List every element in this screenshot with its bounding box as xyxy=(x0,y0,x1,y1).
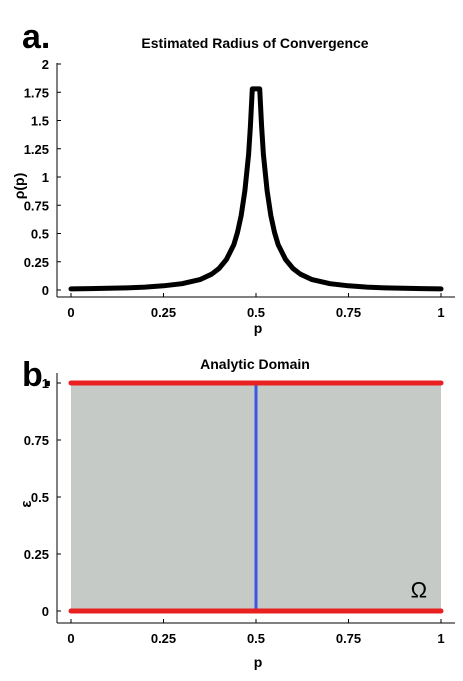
panel-a-x-ticks: 0 0.25 0.5 0.75 1 xyxy=(67,293,445,320)
x-tick-label: 0.75 xyxy=(336,305,361,320)
y-tick-label: 0.5 xyxy=(31,490,49,505)
panel-a-x-axis-label: p xyxy=(254,320,263,336)
panel-a-label: a. xyxy=(22,18,50,56)
y-tick-label: 1.75 xyxy=(24,85,49,100)
x-tick-label: 0.5 xyxy=(247,305,265,320)
x-tick-label: 0.25 xyxy=(151,631,176,646)
panel-a-y-ticks: 0 0.25 0.5 0.75 1 1.25 1.5 1.75 2 xyxy=(24,57,61,298)
panel-b-y-axis-label: ε xyxy=(18,500,35,507)
y-tick-label: 1 xyxy=(42,376,49,391)
y-tick-label: 0 xyxy=(42,283,49,298)
panel-b-y-ticks: 0 0.25 0.5 0.75 1 xyxy=(24,376,61,619)
panel-a-title: Estimated Radius of Convergence xyxy=(141,35,368,51)
panel-b-x-axis-label: p xyxy=(254,654,263,670)
x-tick-label: 0 xyxy=(67,631,74,646)
y-tick-label: 0.5 xyxy=(31,227,49,242)
panel-b-title: Analytic Domain xyxy=(200,356,310,372)
x-tick-label: 1 xyxy=(437,631,444,646)
x-tick-label: 0.5 xyxy=(247,631,265,646)
panel-b-analytic-domain: b. Analytic Domain p ε Ω 0 0.25 0.5 0.75 1 0… xyxy=(18,356,455,670)
y-tick-label: 0 xyxy=(42,604,49,619)
x-tick-label: 1 xyxy=(437,305,444,320)
panel-a-curve-series xyxy=(68,86,444,292)
y-tick-label: 1 xyxy=(42,170,49,185)
panel-b-label: b. xyxy=(22,356,52,394)
x-tick-label: 0.25 xyxy=(151,305,176,320)
y-tick-label: 0.25 xyxy=(24,255,49,270)
panel-a-radius-of-convergence: a. Estimated Radius of Convergence p ρ(p… xyxy=(11,18,455,336)
panel-a-y-axis-label: ρ(p) xyxy=(11,173,27,200)
y-tick-label: 2 xyxy=(42,57,49,72)
panel-b-omega-label: Ω xyxy=(411,577,427,602)
y-tick-label: 0.75 xyxy=(24,198,49,213)
y-tick-label: 1.25 xyxy=(24,142,49,157)
y-tick-label: 0.75 xyxy=(24,433,49,448)
panel-b-x-ticks: 0 0.25 0.5 0.75 1 xyxy=(67,619,445,646)
y-tick-label: 1.5 xyxy=(31,114,49,129)
y-tick-label: 0.25 xyxy=(24,547,49,562)
x-tick-label: 0.75 xyxy=(336,631,361,646)
x-tick-label: 0 xyxy=(67,305,74,320)
